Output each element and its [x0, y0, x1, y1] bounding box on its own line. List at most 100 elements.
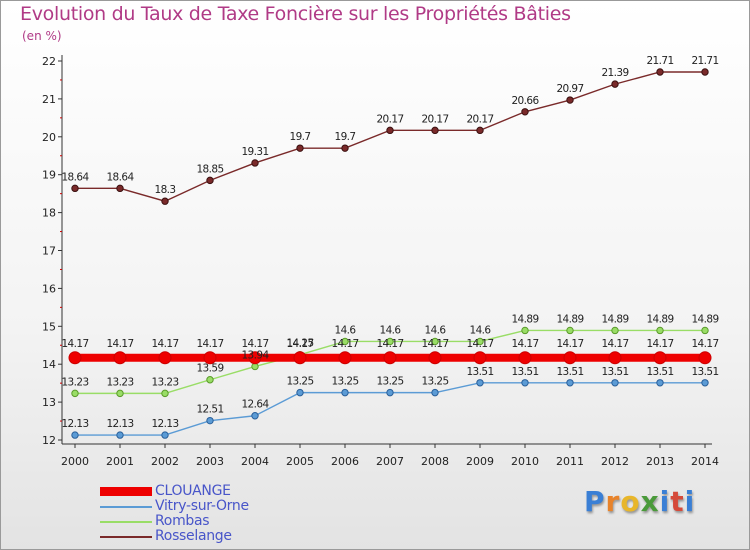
data-label: 12.64 — [241, 399, 269, 411]
x-tick-label: 2014 — [691, 455, 719, 468]
y-tick-label: 14 — [42, 358, 56, 371]
data-point — [701, 379, 709, 387]
data-point — [158, 351, 172, 365]
x-tick-label: 2011 — [556, 455, 584, 468]
data-label: 13.51 — [646, 366, 673, 378]
logo-letter: r — [605, 485, 621, 518]
data-point — [251, 159, 259, 167]
y-tick-label: 22 — [42, 55, 56, 68]
data-label: 13.59 — [196, 363, 223, 375]
data-point — [71, 431, 79, 439]
data-label: 20.17 — [421, 113, 448, 125]
data-point — [653, 351, 667, 365]
data-point — [296, 388, 304, 397]
data-point — [476, 379, 484, 387]
data-label: 13.51 — [511, 366, 538, 378]
data-point — [701, 68, 709, 76]
data-label: 18.85 — [196, 163, 223, 175]
x-tick-label: 2003 — [196, 455, 224, 468]
unit-label: (en %) — [22, 29, 62, 43]
data-point — [293, 351, 307, 365]
x-tick-label: 2007 — [376, 455, 404, 468]
data-label: 12.13 — [106, 418, 133, 430]
data-label: 14.17 — [646, 338, 673, 350]
data-label: 14.17 — [691, 338, 718, 350]
y-tick-label: 13 — [42, 396, 56, 409]
legend-item: Rombas — [100, 513, 350, 529]
data-point — [203, 351, 217, 365]
data-point — [341, 144, 349, 152]
data-label: 14.17 — [376, 338, 403, 350]
x-tick-label: 2009 — [466, 455, 494, 468]
y-tick-label: 20 — [42, 131, 56, 144]
data-label: 13.51 — [466, 366, 493, 378]
data-point — [431, 388, 439, 397]
chart-title: Evolution du Taux de Taxe Foncière sur l… — [20, 3, 571, 25]
x-tick-label: 2013 — [646, 455, 674, 468]
data-label: 14.89 — [556, 313, 583, 325]
y-tick-label: 21 — [42, 93, 56, 106]
data-label: 13.94 — [241, 349, 269, 361]
data-point — [608, 351, 622, 365]
data-point — [431, 126, 439, 135]
data-label: 14.6 — [425, 324, 447, 336]
data-label: 14.17 — [601, 338, 628, 350]
x-tick-label: 2004 — [241, 455, 269, 468]
data-point — [206, 376, 214, 384]
logo-letter: i — [659, 485, 671, 518]
data-label: 13.25 — [286, 376, 313, 388]
data-label: 19.7 — [335, 131, 356, 143]
data-point — [383, 351, 397, 365]
data-label: 14.17 — [151, 338, 178, 350]
data-label: 19.7 — [290, 131, 311, 143]
legend-item: Vitry-sur-Orne — [100, 498, 350, 514]
data-point — [521, 326, 529, 335]
data-point — [206, 416, 214, 425]
proxiti-logo: Proxiti — [584, 485, 695, 518]
data-point — [476, 337, 484, 346]
data-point — [656, 68, 664, 76]
data-label: 20.66 — [511, 95, 539, 107]
data-point — [161, 431, 169, 439]
data-label: 20.17 — [376, 113, 403, 125]
data-point — [473, 351, 487, 365]
data-point — [428, 351, 442, 365]
data-point — [701, 326, 709, 335]
y-tick-label: 16 — [42, 282, 56, 295]
data-label: 13.51 — [556, 366, 583, 378]
data-label: 14.6 — [470, 324, 492, 336]
legend-label: Vitry-sur-Orne — [155, 498, 249, 514]
legend-label: Rosselange — [155, 528, 232, 544]
x-tick-label: 2000 — [61, 455, 89, 468]
data-point — [386, 337, 394, 346]
data-label: 19.31 — [241, 146, 268, 158]
data-label: 12.51 — [196, 404, 223, 416]
data-point — [116, 431, 124, 439]
data-label: 20.97 — [556, 83, 583, 95]
data-point — [566, 379, 574, 387]
data-label: 14.17 — [421, 338, 448, 350]
y-tick-label: 15 — [42, 320, 56, 333]
data-label: 18.3 — [155, 184, 176, 196]
data-label: 13.51 — [691, 366, 718, 378]
data-point — [116, 389, 124, 398]
data-point — [521, 108, 529, 116]
data-point — [71, 389, 79, 398]
data-label: 18.64 — [106, 171, 134, 183]
data-label: 14.17 — [196, 338, 223, 350]
logo-letter: i — [684, 485, 696, 518]
data-point — [251, 412, 259, 420]
data-label: 12.13 — [61, 418, 88, 430]
x-tick-label: 2012 — [601, 455, 629, 468]
legend-item: Rosselange — [100, 528, 350, 544]
data-point — [656, 326, 664, 335]
data-point — [386, 388, 394, 397]
data-label: 14.17 — [466, 338, 493, 350]
x-tick-label: 2002 — [151, 455, 179, 468]
data-label: 21.71 — [691, 55, 718, 67]
data-point — [611, 80, 619, 88]
data-point — [71, 184, 79, 193]
data-label: 21.39 — [601, 67, 628, 79]
logo-letter: o — [620, 485, 641, 518]
